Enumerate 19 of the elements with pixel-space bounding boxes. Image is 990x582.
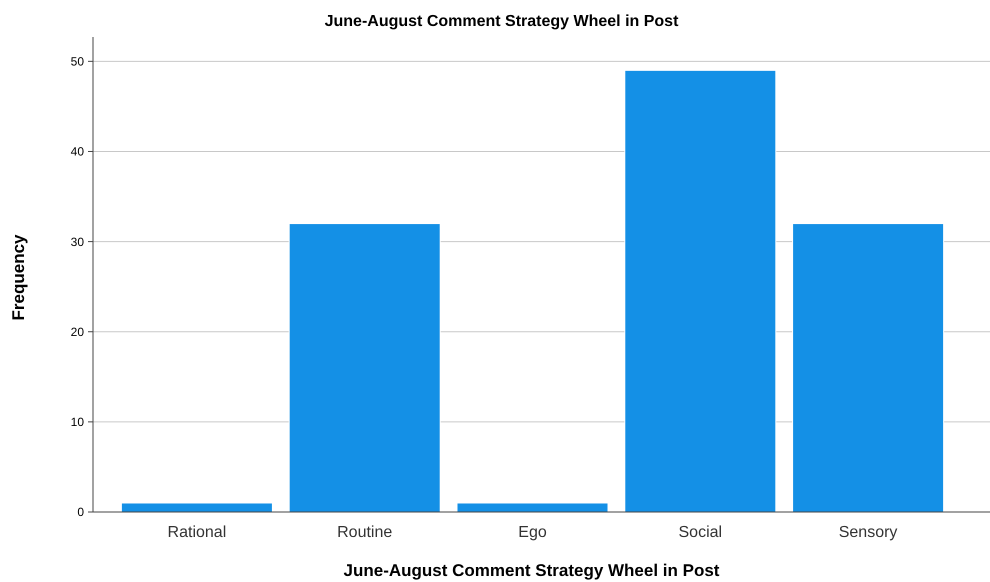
y-tick-label: 40 (70, 144, 84, 159)
bar (624, 70, 776, 512)
y-tick-label: 50 (70, 54, 84, 69)
x-tick-label: Ego (518, 524, 547, 541)
bar (120, 502, 273, 512)
chart-title: June-August Comment Strategy Wheel in Post (324, 13, 680, 30)
x-tick-label: Sensory (838, 524, 898, 541)
x-tick-label: Routine (337, 524, 392, 541)
y-tick-label: 0 (77, 505, 84, 520)
bar (792, 223, 944, 512)
y-tick-label: 10 (70, 415, 84, 430)
bar (288, 223, 441, 512)
x-tick-label: Social (678, 524, 722, 541)
x-tick-label: Rational (168, 524, 226, 541)
y-axis-title: Frequency (9, 234, 28, 320)
y-tick-label: 30 (70, 234, 84, 249)
bar (456, 502, 609, 512)
x-axis-title: June-August Comment Strategy Wheel in Post (344, 561, 720, 580)
y-tick-label: 20 (70, 324, 84, 339)
